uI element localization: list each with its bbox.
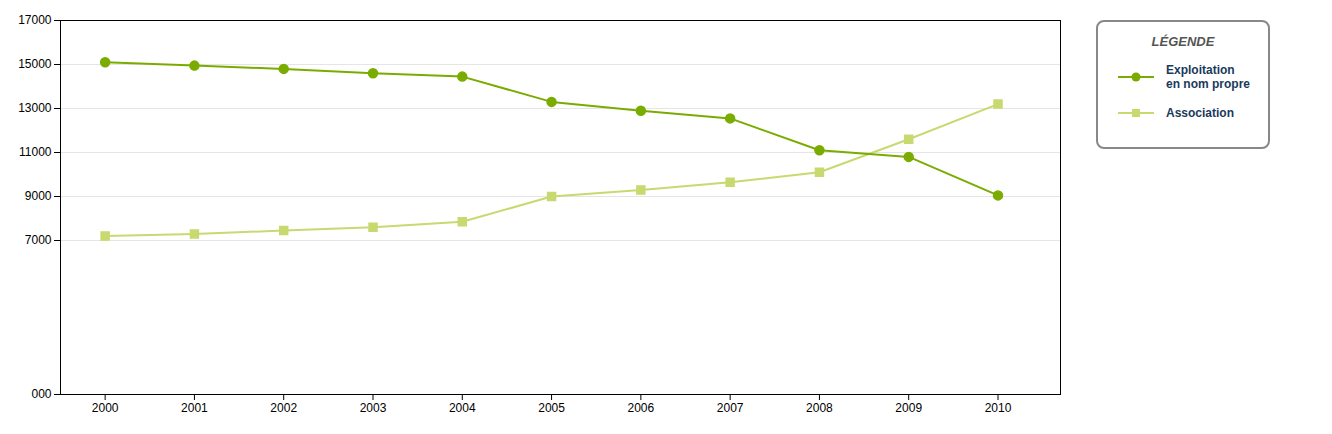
svg-text:2007: 2007 xyxy=(717,401,744,415)
svg-text:2009: 2009 xyxy=(895,401,922,415)
svg-text:000: 000 xyxy=(31,387,51,401)
svg-text:2004: 2004 xyxy=(449,401,476,415)
svg-text:17000: 17000 xyxy=(18,13,52,27)
svg-text:11000: 11000 xyxy=(19,145,52,159)
svg-text:2003: 2003 xyxy=(360,401,387,415)
html-text:LÉGENDE: LÉGENDE xyxy=(1151,34,1215,49)
svg-text:2000: 2000 xyxy=(92,401,119,415)
svg-text:15000: 15000 xyxy=(18,57,52,71)
svg-text:7000: 7000 xyxy=(25,233,52,247)
svg-text:2002: 2002 xyxy=(270,401,297,415)
html-text:Association: Association xyxy=(1166,106,1234,120)
svg-text:2001: 2001 xyxy=(181,401,208,415)
html-text:Exploitation en nom propre: Exploitation en nom propre xyxy=(1166,63,1250,91)
svg-text:2006: 2006 xyxy=(628,401,655,415)
svg-text:9000: 9000 xyxy=(25,189,52,203)
svg-text:2005: 2005 xyxy=(538,401,565,415)
svg-text:2008: 2008 xyxy=(806,401,833,415)
svg-text:2010: 2010 xyxy=(985,401,1012,415)
svg-text:13000: 13000 xyxy=(18,101,52,115)
